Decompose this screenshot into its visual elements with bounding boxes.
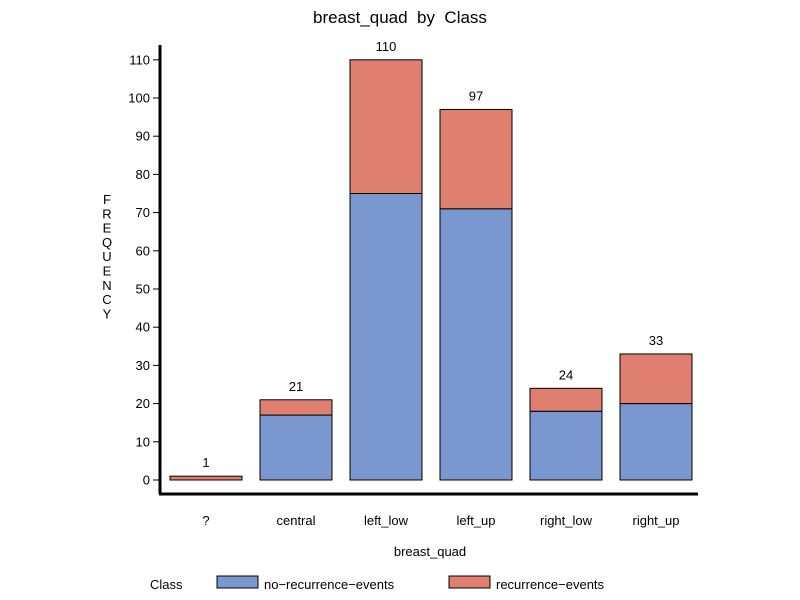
bar-segment-no-recurrence: [619, 403, 693, 481]
chart-title: breast_quad by Class: [313, 8, 487, 27]
x-tick-label: central: [276, 513, 315, 528]
bar-segment-recurrence: [259, 399, 333, 416]
y-axis-label-letter: U: [102, 249, 111, 264]
y-axis-label-letter: E: [103, 221, 112, 236]
y-tick-label: 30: [136, 358, 150, 373]
legend: Class no−recurrence−events recurrence−ev…: [150, 575, 605, 592]
bar-total-labels: 1 21 110 97 24 33: [202, 39, 663, 470]
y-axis-label-letter: F: [103, 192, 111, 207]
x-tick-label: ?: [202, 513, 209, 528]
bar-segment-no-recurrence: [349, 193, 423, 481]
x-axis-label: breast_quad: [394, 544, 466, 559]
y-axis-label-letter: R: [102, 206, 111, 221]
y-tick-label: 50: [136, 282, 150, 297]
y-tick-label: 60: [136, 243, 150, 258]
x-tick-labels: ? central left_low left_up right_low right_up: [202, 513, 679, 528]
legend-swatch-recurrence: [448, 575, 491, 589]
y-axis-label-letter: N: [102, 278, 111, 293]
bar-segment-no-recurrence: [439, 208, 513, 481]
y-axis-label-letter: Y: [103, 306, 112, 321]
y-tick-label: 0: [143, 473, 150, 488]
bar-segment-recurrence: [529, 387, 603, 412]
y-tick-label: 10: [136, 434, 150, 449]
y-tick-label: 40: [136, 320, 150, 335]
y-axis-label-letter: Q: [102, 235, 112, 250]
bar-total-label: 21: [289, 379, 303, 394]
y-tick-label: 90: [136, 129, 150, 144]
bars: [169, 59, 693, 481]
bar-total-label: 24: [559, 367, 573, 382]
bar-total-label: 33: [649, 333, 663, 348]
y-axis-label-letter: C: [102, 292, 111, 307]
legend-label-recurrence: recurrence−events: [496, 577, 605, 592]
bar-segment-recurrence: [619, 353, 693, 405]
y-ticks: 0 10 20 30 40 50 60 70 80 90 100 110: [128, 52, 160, 488]
x-tick-label: left_up: [456, 513, 495, 528]
y-tick-label: 20: [136, 396, 150, 411]
bar-total-label: 97: [469, 88, 483, 103]
bar-segment-no-recurrence: [259, 414, 333, 481]
x-tick-label: left_low: [364, 513, 409, 528]
bar-segment-no-recurrence: [529, 410, 603, 481]
legend-label-no-recurrence: no−recurrence−events: [264, 577, 395, 592]
y-tick-label: 80: [136, 167, 150, 182]
legend-swatch-no-recurrence: [216, 575, 259, 589]
y-tick-label: 100: [128, 91, 150, 106]
x-tick-label: right_low: [540, 513, 593, 528]
y-axis-label-letter: E: [103, 264, 112, 279]
bar-segment-recurrence: [439, 108, 513, 210]
bar-segment-recurrence: [349, 59, 423, 194]
bar-total-label: 1: [202, 455, 209, 470]
y-tick-label: 70: [136, 205, 150, 220]
legend-title: Class: [150, 577, 183, 592]
x-tick-label: right_up: [633, 513, 680, 528]
y-tick-label: 110: [129, 52, 150, 67]
bar-segment-recurrence: [169, 475, 243, 481]
bar-total-label: 110: [376, 39, 397, 54]
